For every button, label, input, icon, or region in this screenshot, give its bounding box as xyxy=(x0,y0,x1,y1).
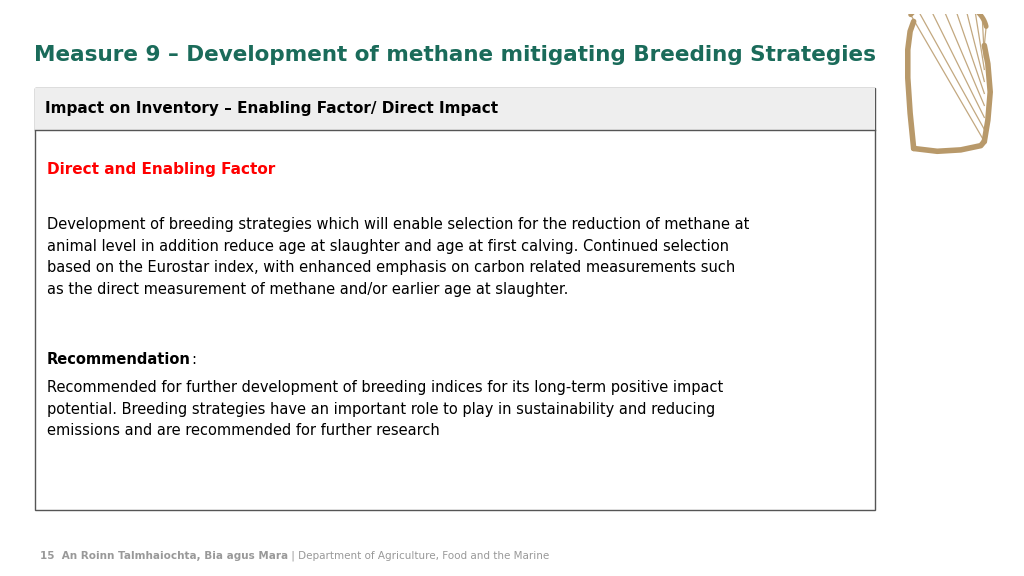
Text: Direct and Enabling Factor: Direct and Enabling Factor xyxy=(47,162,275,177)
Text: Recommendation: Recommendation xyxy=(47,352,190,367)
Text: | Department of Agriculture, Food and the Marine: | Department of Agriculture, Food and th… xyxy=(288,551,549,561)
Text: Measure 9 – Development of methane mitigating Breeding Strategies: Measure 9 – Development of methane mitig… xyxy=(34,45,876,65)
Text: Development of breeding strategies which will enable selection for the reduction: Development of breeding strategies which… xyxy=(47,217,750,297)
Text: 15  An Roinn Talmhaiochta, Bia agus Mara: 15 An Roinn Talmhaiochta, Bia agus Mara xyxy=(40,551,288,561)
Text: Recommended for further development of breeding indices for its long-term positi: Recommended for further development of b… xyxy=(47,380,723,438)
Bar xyxy=(35,88,874,510)
Bar xyxy=(35,88,874,130)
Text: Impact on Inventory – Enabling Factor/ Direct Impact: Impact on Inventory – Enabling Factor/ D… xyxy=(45,101,498,116)
Text: :: : xyxy=(190,352,196,367)
